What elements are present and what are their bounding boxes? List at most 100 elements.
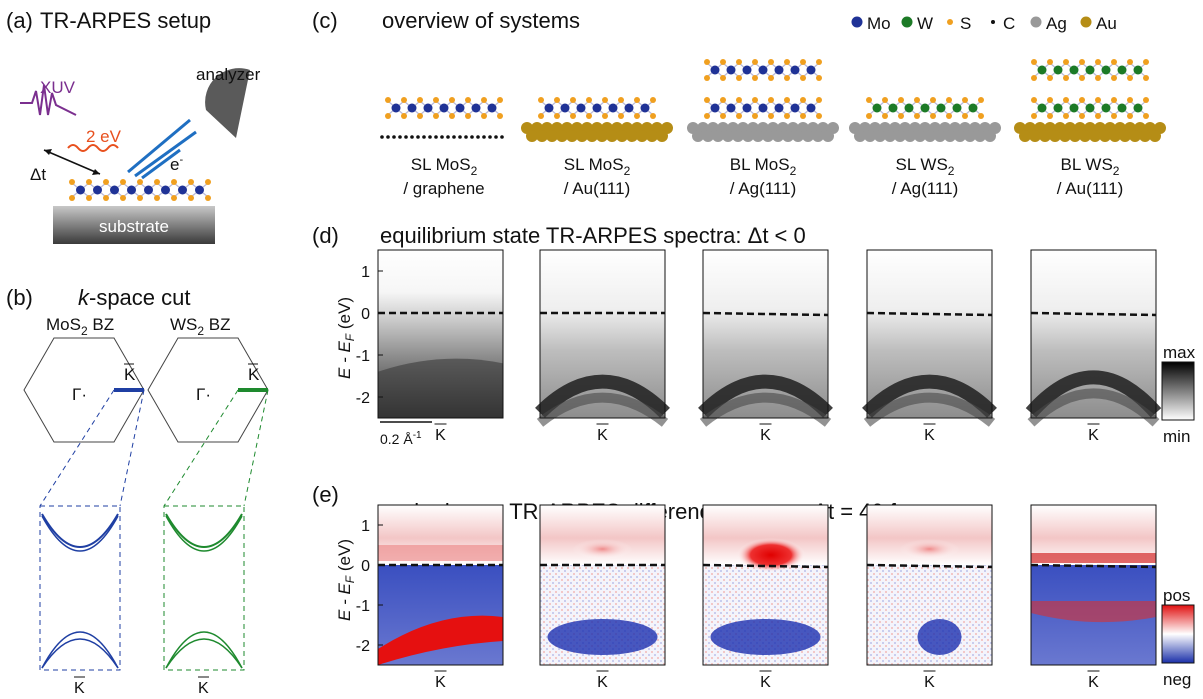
sulfur-atom bbox=[784, 75, 790, 81]
sulfur-atom bbox=[401, 113, 407, 119]
metal-atom bbox=[758, 65, 768, 75]
band-zoom-box bbox=[39, 505, 121, 671]
legend-dot-mo bbox=[851, 16, 863, 28]
sulfur-atom bbox=[1095, 113, 1101, 119]
sulfur-atom bbox=[946, 97, 952, 103]
metal-atom bbox=[391, 103, 401, 113]
carbon-atom bbox=[488, 135, 492, 139]
metal-atom bbox=[952, 103, 962, 113]
system-label-line2: / Au(111) bbox=[1057, 179, 1123, 198]
gamma-point-label: Γ· bbox=[72, 385, 87, 404]
sulfur-atom bbox=[205, 195, 211, 201]
y-tick-label: -2 bbox=[356, 390, 370, 407]
sulfur-atom bbox=[946, 113, 952, 119]
metal-atom bbox=[936, 103, 946, 113]
carbon-atom bbox=[410, 135, 414, 139]
tmd-layer-icon bbox=[69, 179, 211, 201]
metal-atom bbox=[144, 185, 153, 195]
system-label-line1: SL WS2 bbox=[896, 155, 955, 178]
sulfur-atom bbox=[137, 179, 143, 185]
metal-atom bbox=[1069, 103, 1079, 113]
carbon-atom bbox=[422, 135, 426, 139]
diff-spectrum-5: K bbox=[1030, 504, 1157, 691]
bz-ws: WS2 BZ Γ· K K bbox=[147, 315, 269, 697]
panel-c-label: (c) bbox=[312, 8, 338, 33]
metal-atom bbox=[178, 185, 187, 195]
sulfur-atom bbox=[1095, 59, 1101, 65]
spectrum-frame bbox=[1030, 249, 1157, 419]
metal-atom bbox=[1101, 65, 1111, 75]
x-tick-k: K bbox=[924, 427, 935, 444]
panel-d-title: equilibrium state TR-ARPES spectra: Δt <… bbox=[380, 223, 806, 248]
metal-atom bbox=[93, 185, 102, 195]
sulfur-atom bbox=[602, 113, 608, 119]
band-feature bbox=[698, 374, 833, 418]
y-tick-label: 0 bbox=[361, 558, 370, 575]
legend-dot-s bbox=[947, 19, 953, 25]
sulfur-atom bbox=[752, 75, 758, 81]
sulfur-atom bbox=[1031, 75, 1037, 81]
panel-c-title: overview of systems bbox=[382, 8, 580, 33]
sulfur-atom bbox=[816, 59, 822, 65]
sulfur-atom bbox=[465, 97, 471, 103]
metal-atom bbox=[726, 65, 736, 75]
sulfur-atom bbox=[752, 113, 758, 119]
carbon-atom bbox=[392, 135, 396, 139]
sulfur-atom bbox=[385, 97, 391, 103]
metal-atom bbox=[726, 103, 736, 113]
metal-atom bbox=[407, 103, 417, 113]
sulfur-atom bbox=[768, 113, 774, 119]
sulfur-atom bbox=[465, 113, 471, 119]
bz-hexagon bbox=[147, 337, 269, 443]
sulfur-atom bbox=[449, 113, 455, 119]
metal-atom bbox=[790, 65, 800, 75]
tmd-layer bbox=[866, 97, 984, 119]
x-tick-k: K bbox=[760, 427, 771, 444]
sulfur-atom bbox=[1047, 59, 1053, 65]
sulfur-atom bbox=[417, 97, 423, 103]
legend-label-c: C bbox=[1003, 14, 1015, 33]
sulfur-atom bbox=[784, 59, 790, 65]
sulfur-atom bbox=[586, 97, 592, 103]
metal-atom bbox=[439, 103, 449, 113]
metal-atom bbox=[576, 103, 586, 113]
sulfur-atom bbox=[784, 97, 790, 103]
delay-label: Δt bbox=[30, 165, 46, 184]
system-2: SL MoS2/ Au(111) bbox=[521, 97, 673, 198]
y-tick-label: 1 bbox=[361, 264, 370, 281]
panel-e: (e) excited state TR-ARPES difference sp… bbox=[312, 482, 1195, 691]
panel-a-title: TR-ARPES setup bbox=[40, 8, 211, 33]
metal-atom bbox=[904, 103, 914, 113]
sulfur-atom bbox=[602, 97, 608, 103]
legend-dot-w bbox=[901, 16, 913, 28]
panel-d-ylabel: E - EF (eV) bbox=[335, 297, 357, 379]
metal-atom bbox=[758, 103, 768, 113]
metal-atom bbox=[161, 185, 170, 195]
sulfur-atom bbox=[1127, 75, 1133, 81]
sulfur-atom bbox=[930, 113, 936, 119]
sulfur-atom bbox=[433, 97, 439, 103]
sulfur-atom bbox=[1143, 113, 1149, 119]
analyzer-icon bbox=[205, 68, 250, 138]
metal-atom bbox=[76, 185, 85, 195]
eq-spectrum-2: K bbox=[535, 249, 670, 444]
x-tick-k: K bbox=[1088, 674, 1099, 691]
legend-label-w: W bbox=[917, 14, 933, 33]
sulfur-atom bbox=[1143, 59, 1149, 65]
band-feature bbox=[378, 358, 503, 418]
metal-atom bbox=[1069, 65, 1079, 75]
sulfur-atom bbox=[449, 97, 455, 103]
valence-band-lower bbox=[165, 631, 243, 669]
electron-label: e- bbox=[170, 154, 183, 174]
carbon-atom bbox=[482, 135, 486, 139]
system-1: SL MoS2/ graphene bbox=[380, 97, 504, 198]
sulfur-atom bbox=[962, 113, 968, 119]
carbon-atom bbox=[476, 135, 480, 139]
metal-atom bbox=[774, 65, 784, 75]
legend-dot-c bbox=[991, 20, 995, 24]
diff-spectrum-1: 1 0 -1 -2 K bbox=[356, 504, 504, 691]
sulfur-atom bbox=[69, 195, 75, 201]
element-legend: Mo W S C Ag Au bbox=[851, 14, 1117, 33]
sulfur-atom bbox=[205, 179, 211, 185]
